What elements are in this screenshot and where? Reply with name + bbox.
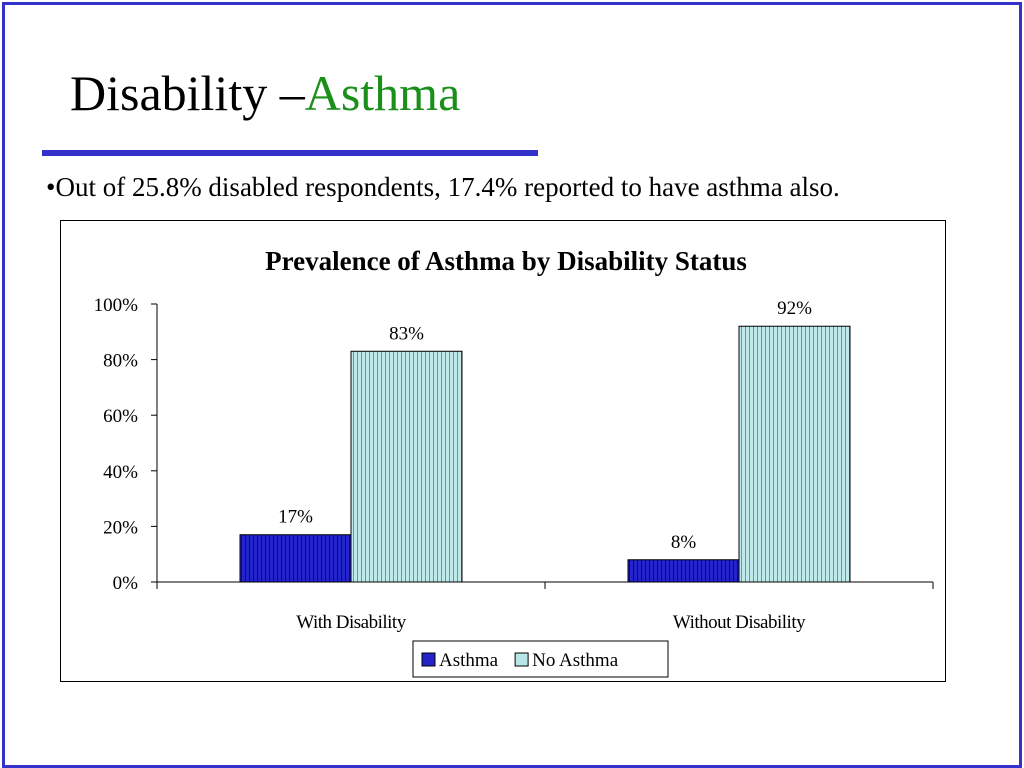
y-tick-label: 80% [103,351,138,372]
bar-no-asthma [738,325,851,583]
y-tick-label: 60% [103,406,138,427]
data-label: 17% [278,507,313,528]
slide-title: Disability –Asthma [70,68,460,118]
bar-asthma [239,534,352,583]
chart-title: Prevalence of Asthma by Disability Statu… [265,246,747,276]
legend-swatch-no-asthma [514,652,529,667]
bar-asthma [627,559,740,583]
plot-area: 0% 20% 40% 60% 80% 100% 17% 83% With Disability 8… [94,295,934,678]
data-label: 83% [389,323,424,344]
bullet-point: •Out of 25.8% disabled respondents, 17.4… [46,172,840,202]
legend-swatch-asthma [421,652,436,667]
data-label: 92% [777,298,812,319]
y-tick-label: 100% [94,295,139,316]
data-label: 8% [671,532,697,553]
category-label: Without Disability [673,612,806,633]
legend-label-no-asthma: No Asthma [532,650,619,671]
bar-no-asthma [350,350,463,583]
title-accent: Asthma [304,65,461,121]
y-tick-label: 0% [113,573,139,594]
category-label: With Disability [296,612,406,633]
y-tick-label: 20% [103,517,138,538]
legend-label-asthma: Asthma [439,650,499,671]
title-main: Disability – [70,65,305,121]
legend-box [412,640,669,678]
title-underline [42,150,538,156]
bar-chart: Prevalence of Asthma by Disability Statu… [94,246,934,678]
chart-container: Prevalence of Asthma by Disability Statu… [60,220,946,682]
y-tick-label: 40% [103,462,138,483]
